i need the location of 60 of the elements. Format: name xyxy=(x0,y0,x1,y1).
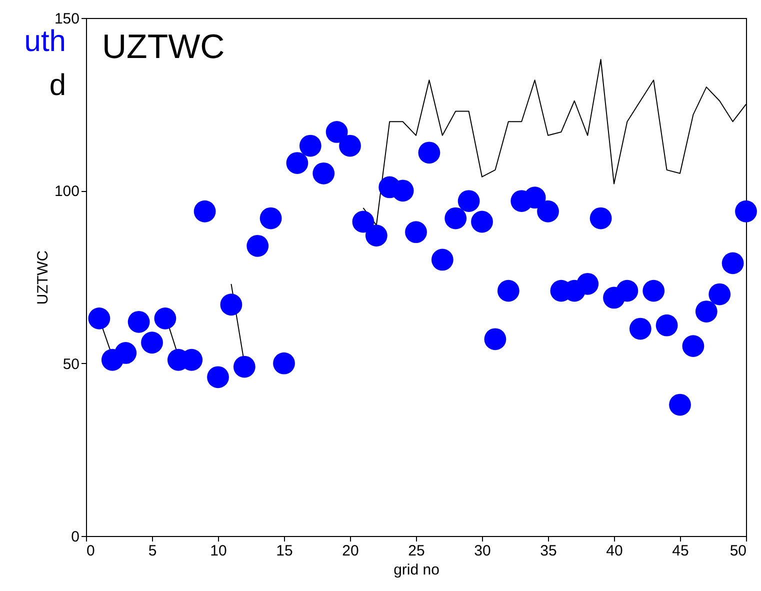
y-tick-label: 100 xyxy=(54,183,80,200)
point xyxy=(339,134,361,157)
text: d xyxy=(49,69,66,102)
point xyxy=(695,300,718,322)
point xyxy=(537,200,559,222)
point xyxy=(141,332,163,354)
point xyxy=(629,318,652,340)
x-tick-label: 5 xyxy=(148,542,157,560)
point xyxy=(114,342,137,364)
x-tick-label: 45 xyxy=(672,542,689,560)
point xyxy=(88,308,110,330)
point xyxy=(299,134,322,157)
x-tick-label: 40 xyxy=(606,542,623,560)
point xyxy=(154,308,176,330)
x-tick-label: 20 xyxy=(342,542,359,560)
point xyxy=(128,310,150,333)
point xyxy=(471,210,493,233)
point xyxy=(708,283,731,306)
y-tick-label: 50 xyxy=(62,356,80,373)
point xyxy=(246,234,269,257)
point xyxy=(735,200,757,222)
point xyxy=(484,328,506,350)
point xyxy=(352,210,374,233)
y-axis-title: UZTWC xyxy=(34,250,52,305)
x-tick-label: 30 xyxy=(474,542,491,560)
point xyxy=(286,152,308,174)
point xyxy=(405,221,427,244)
x-tick-label: 10 xyxy=(210,542,227,560)
y-tick-label: 0 xyxy=(71,528,80,546)
point xyxy=(233,356,256,378)
point xyxy=(312,162,335,184)
x-tick-label: 50 xyxy=(730,542,746,560)
point xyxy=(722,252,744,274)
text: uth xyxy=(24,25,66,58)
annotation: UZTWC xyxy=(102,28,225,66)
point xyxy=(418,142,440,164)
point xyxy=(616,280,638,302)
y-tick-label: 150 xyxy=(54,10,80,28)
point xyxy=(656,314,678,336)
point xyxy=(458,190,480,212)
point xyxy=(365,224,388,246)
point xyxy=(590,207,612,230)
point xyxy=(669,394,691,416)
x-tick-label: 25 xyxy=(408,542,425,560)
point xyxy=(326,121,348,143)
point xyxy=(207,366,229,388)
x-tick-label: 15 xyxy=(276,542,293,560)
point xyxy=(273,352,295,374)
point xyxy=(260,207,282,230)
point xyxy=(642,280,665,302)
point xyxy=(220,294,242,316)
x-axis-title: grid no xyxy=(394,562,440,578)
point xyxy=(444,207,467,230)
point xyxy=(194,200,216,222)
point xyxy=(431,248,454,271)
x-tick-label: 0 xyxy=(86,542,95,560)
point xyxy=(576,272,599,295)
x-tick-label: 35 xyxy=(540,542,557,560)
point xyxy=(682,335,704,357)
point xyxy=(497,280,520,302)
